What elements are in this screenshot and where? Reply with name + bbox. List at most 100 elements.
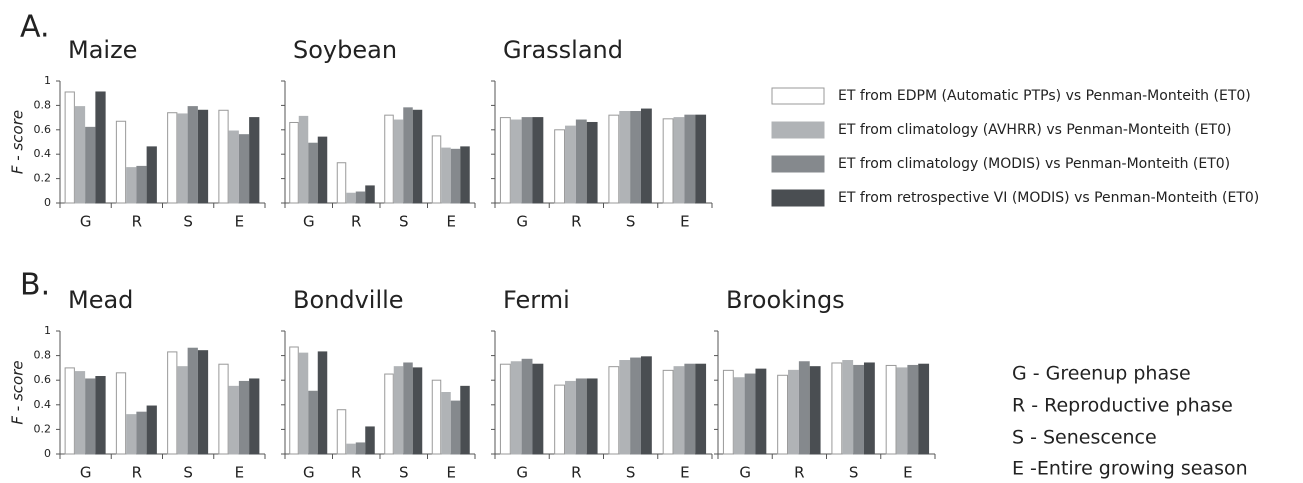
bar (289, 121, 299, 204)
bar (336, 409, 347, 455)
key-text: S - Senescence (1012, 427, 1157, 449)
legend-label: ET from retrospective VI (MODIS) vs Penm… (838, 190, 1259, 206)
x-tick-label: R (571, 464, 581, 482)
y-tick-label: 0.4 (34, 147, 52, 160)
bar (777, 374, 789, 455)
bar (907, 364, 919, 455)
bar (431, 379, 442, 455)
bar (885, 364, 897, 455)
bar (249, 378, 260, 455)
bar (95, 91, 106, 204)
x-tick-label: S (399, 213, 409, 231)
x-tick-label: S (399, 464, 409, 482)
bar (136, 165, 147, 204)
bar (289, 346, 299, 455)
x-tick-label: R (132, 213, 142, 231)
y-tick-label: 0.6 (34, 123, 52, 136)
bar (831, 362, 843, 455)
bar (521, 358, 533, 455)
bar (863, 362, 875, 455)
y-tick-label: 0 (44, 447, 51, 460)
bar (662, 118, 674, 204)
bar (167, 112, 178, 204)
bar (412, 367, 423, 455)
bar (74, 106, 86, 204)
x-tick-label: G (303, 464, 315, 482)
bar (384, 373, 394, 455)
x-tick-label: S (626, 213, 636, 231)
bar (431, 135, 442, 204)
legend-swatch (771, 155, 825, 173)
x-tick-label: G (516, 464, 528, 482)
bar (146, 405, 157, 455)
y-tick-label: 1 (44, 74, 51, 87)
bar (393, 119, 404, 204)
bar (115, 120, 127, 204)
bar (308, 390, 318, 455)
bar (355, 442, 366, 455)
bar (842, 360, 854, 455)
bar (177, 366, 188, 455)
bar (662, 369, 674, 455)
bar (575, 378, 587, 455)
x-tick-label: R (351, 464, 361, 482)
x-tick-label: G (739, 464, 751, 482)
bar (298, 352, 309, 455)
bar (393, 366, 404, 455)
bar (640, 356, 652, 455)
bar (298, 115, 309, 204)
bar (788, 369, 799, 455)
bar (197, 350, 209, 455)
bar (384, 114, 394, 204)
bar (460, 385, 470, 455)
bar (918, 363, 930, 455)
chart-title: Brookings (726, 286, 845, 314)
bar (167, 351, 178, 455)
y-tick-label: 0.8 (34, 349, 52, 362)
y-tick-label: 0.4 (34, 398, 52, 411)
bar (733, 377, 745, 455)
bar (673, 117, 685, 204)
x-tick-label: E (235, 464, 244, 482)
bar (521, 117, 533, 204)
bar (450, 400, 461, 455)
y-tick-label: 0.6 (34, 373, 52, 386)
bar (640, 108, 652, 204)
x-tick-label: R (351, 213, 361, 231)
x-tick-label: S (183, 464, 193, 482)
bar (136, 411, 147, 455)
panel-label: B. (20, 268, 50, 303)
y-tick-label: 0.8 (34, 98, 52, 111)
bar (695, 363, 707, 455)
bar (177, 113, 188, 204)
y-tick-label: 0 (44, 196, 51, 209)
bar (510, 361, 522, 455)
bar (365, 185, 375, 204)
bar (608, 114, 620, 204)
bar (228, 130, 239, 204)
bar (441, 392, 451, 455)
bar (565, 125, 576, 204)
bar (115, 372, 127, 455)
x-tick-label: G (80, 464, 92, 482)
bar (355, 191, 366, 204)
bar (695, 114, 707, 204)
bar (510, 119, 522, 204)
bar (499, 117, 511, 204)
key-text: G - Greenup phase (1012, 363, 1191, 385)
bar (95, 376, 106, 455)
bar (85, 378, 96, 455)
x-tick-label: S (626, 464, 636, 482)
bar (64, 367, 75, 455)
bar (532, 363, 544, 455)
bar (187, 106, 198, 204)
bar (586, 378, 598, 455)
bar (441, 147, 451, 204)
x-tick-label: G (303, 213, 315, 231)
y-axis-label: F - score (9, 110, 27, 174)
legend-label: ET from climatology (AVHRR) vs Penman-Mo… (838, 122, 1231, 138)
legend-swatch (771, 87, 825, 105)
bar (238, 380, 250, 455)
legend-label: ET from EDPM (Automatic PTPs) vs Penman-… (838, 88, 1251, 104)
